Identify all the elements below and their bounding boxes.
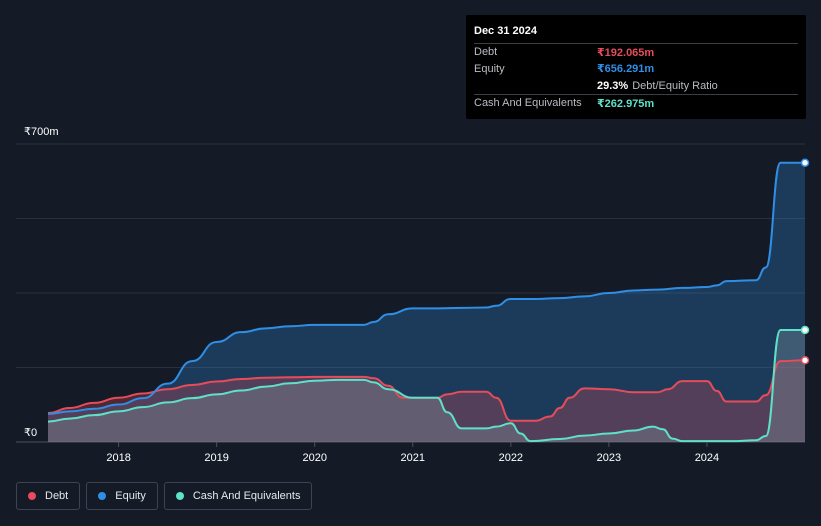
- x-tick-label: 2022: [499, 452, 523, 464]
- tooltip-value-equity: ₹656.291m: [597, 63, 655, 75]
- area-debt: [48, 360, 805, 442]
- endpoint-cash-and-equivalents: [800, 325, 810, 335]
- tooltip-row-debt: Debt ₹192.065m: [474, 43, 798, 60]
- x-tick-label: 2023: [597, 452, 621, 464]
- line-cash-and-equivalents: [47, 329, 805, 443]
- tooltip-value-ratio: 29.3%: [597, 79, 629, 92]
- tooltip-row-ratio: 29.3% Debt/Equity Ratio: [474, 77, 798, 94]
- y-axis: ₹0 ₹700m: [24, 126, 59, 439]
- x-tick-label: 2020: [302, 452, 326, 464]
- area-equity: [48, 162, 805, 442]
- legend-label: Equity: [115, 490, 146, 502]
- legend-dot-icon: [28, 492, 36, 500]
- legend-dot-icon: [175, 492, 184, 500]
- area-cash-and-equivalents: [48, 330, 805, 442]
- legend-label: Cash And Equivalents: [192, 490, 301, 502]
- data-tooltip: Dec 31 2024 Debt ₹192.065m Equity ₹656.2…: [466, 15, 806, 119]
- line-equity: [47, 161, 805, 415]
- endpoint-debt: [800, 356, 810, 365]
- tooltip-label: Equity: [474, 62, 505, 75]
- tooltip-date: Dec 31 2024: [474, 25, 537, 37]
- line-debt: [47, 359, 806, 422]
- tooltip-ratio-label: Debt/Equity Ratio: [632, 79, 718, 92]
- legend-item-cash[interactable]: Cash And Equivalents: [163, 482, 313, 510]
- legend-item-debt[interactable]: Debt: [16, 482, 81, 510]
- endpoint-equity: [800, 158, 810, 167]
- tooltip-row-cash: Cash And Equivalents ₹262.975m: [474, 94, 798, 111]
- y-tick-label: ₹0: [24, 427, 37, 439]
- chart-legend: Debt Equity Cash And Equivalents: [16, 482, 313, 510]
- tooltip-value-cash: ₹262.975m: [597, 97, 655, 110]
- y-tick-label: ₹700m: [24, 126, 59, 138]
- tooltip-label: Debt: [474, 46, 498, 58]
- x-tick-label: 2024: [695, 452, 719, 464]
- legend-dot-icon: [98, 492, 107, 500]
- tooltip-label: Cash And Equivalents: [474, 97, 582, 109]
- tooltip-value-debt: ₹192.065m: [597, 46, 655, 59]
- x-axis: 2018 2019 2020 2021 2022 2023 2024: [106, 442, 719, 464]
- x-tick-label: 2019: [204, 452, 228, 464]
- series-areas: [48, 162, 805, 442]
- grid-lines: [16, 143, 805, 443]
- series-endpoints: [800, 158, 810, 365]
- x-tick-label: 2018: [106, 452, 130, 464]
- legend-item-equity[interactable]: Equity: [86, 482, 158, 510]
- x-tick-label: 2021: [401, 452, 425, 464]
- legend-label: Debt: [45, 490, 69, 502]
- series-lines: [47, 161, 806, 443]
- tooltip-row-equity: Equity ₹656.291m: [474, 60, 798, 77]
